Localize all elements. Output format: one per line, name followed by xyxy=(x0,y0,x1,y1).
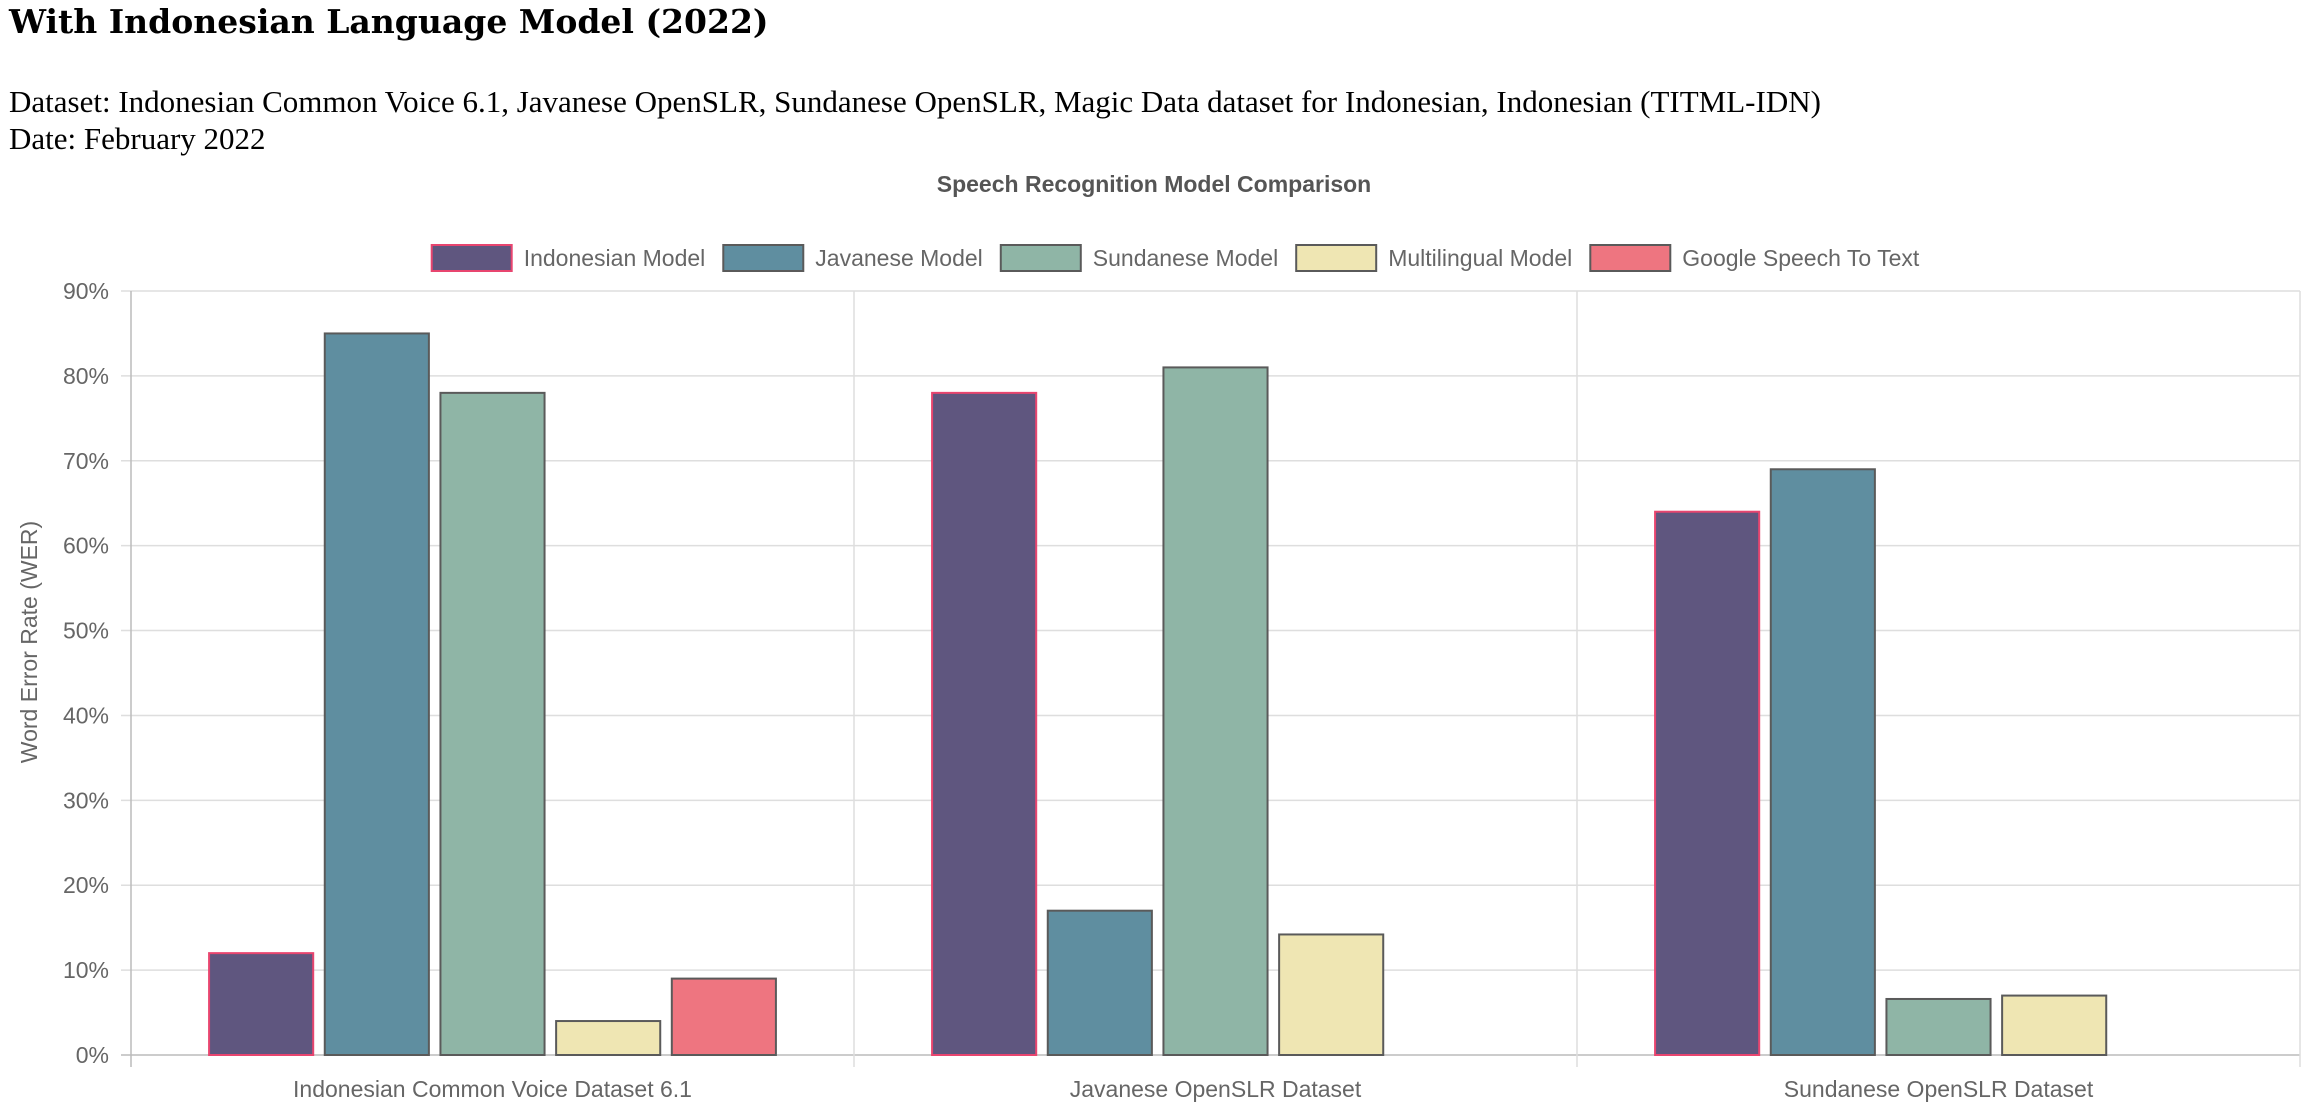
legend-swatch xyxy=(1295,244,1378,272)
legend-label: Google Speech To Text xyxy=(1682,245,1920,271)
legend-item-multilingual-model: Multilingual Model xyxy=(1295,244,1572,272)
legend-swatch xyxy=(1589,244,1672,272)
date-line: Date: February 2022 xyxy=(9,121,266,156)
chart-axes: 0% 10% 20% 30% 40% 50% 60% 70% 80% 90% Indonesian … xyxy=(63,278,2094,1102)
bar-multilingual-model-3 xyxy=(2001,994,2108,1056)
y-tick-label: 20% xyxy=(63,872,109,898)
legend-swatch xyxy=(722,244,805,272)
y-tick-label: 70% xyxy=(63,448,109,474)
chart-title: Speech Recognition Model Comparison xyxy=(937,171,1371,197)
bar-indonesian-model-3 xyxy=(1654,510,1761,1056)
bar-javanese-model-3 xyxy=(1769,468,1876,1056)
y-tick-label: 80% xyxy=(63,363,109,389)
y-tick-label: 30% xyxy=(63,787,109,813)
legend-item-google-speech-to-text: Google Speech To Text xyxy=(1589,244,1920,272)
x-tick-label: Javanese OpenSLR Dataset xyxy=(1070,1076,1362,1102)
y-tick-label: 10% xyxy=(63,957,109,983)
legend-label: Sundanese Model xyxy=(1093,245,1278,271)
bar-sundanese-model-1 xyxy=(439,391,546,1057)
bar-multilingual-model-1 xyxy=(555,1020,662,1056)
legend-swatch xyxy=(430,244,513,272)
y-axis-label: Word Error Rate (WER) xyxy=(16,521,42,763)
legend-label: Multilingual Model xyxy=(1388,245,1572,271)
bar-sundanese-model-2 xyxy=(1162,366,1269,1056)
y-tick-label: 90% xyxy=(63,278,109,304)
bar-javanese-model-1 xyxy=(323,332,430,1056)
chart-bars xyxy=(208,332,2108,1057)
legend-label: Javanese Model xyxy=(815,245,983,271)
y-tick-label: 40% xyxy=(63,702,109,728)
x-tick-label: Indonesian Common Voice Dataset 6.1 xyxy=(293,1076,692,1102)
wer-bar-chart: Speech Recognition Model Comparison Indo… xyxy=(16,171,2301,1102)
bar-indonesian-model-1 xyxy=(208,952,315,1057)
bar-javanese-model-2 xyxy=(1046,909,1153,1057)
dataset-line: Dataset: Indonesian Common Voice 6.1, Ja… xyxy=(9,84,1821,119)
bar-indonesian-model-2 xyxy=(931,391,1038,1057)
bar-multilingual-model-2 xyxy=(1278,933,1385,1056)
bar-sundanese-model-3 xyxy=(1885,997,1992,1056)
bar-google-speech-to-text-1 xyxy=(670,977,777,1056)
legend-item-sundanese-model: Sundanese Model xyxy=(999,244,1278,272)
y-tick-label: 0% xyxy=(76,1042,109,1068)
chart-legend: Indonesian Model Javanese Model Sundanese … xyxy=(430,244,1920,272)
legend-label: Indonesian Model xyxy=(524,245,706,271)
legend-item-indonesian-model: Indonesian Model xyxy=(430,244,706,272)
legend-item-javanese-model: Javanese Model xyxy=(722,244,983,272)
page-heading: With Indonesian Language Model (2022) xyxy=(9,2,769,41)
legend-swatch xyxy=(999,244,1082,272)
y-tick-label: 50% xyxy=(63,618,109,644)
y-tick-label: 60% xyxy=(63,533,109,559)
x-tick-label: Sundanese OpenSLR Dataset xyxy=(1784,1076,2094,1102)
